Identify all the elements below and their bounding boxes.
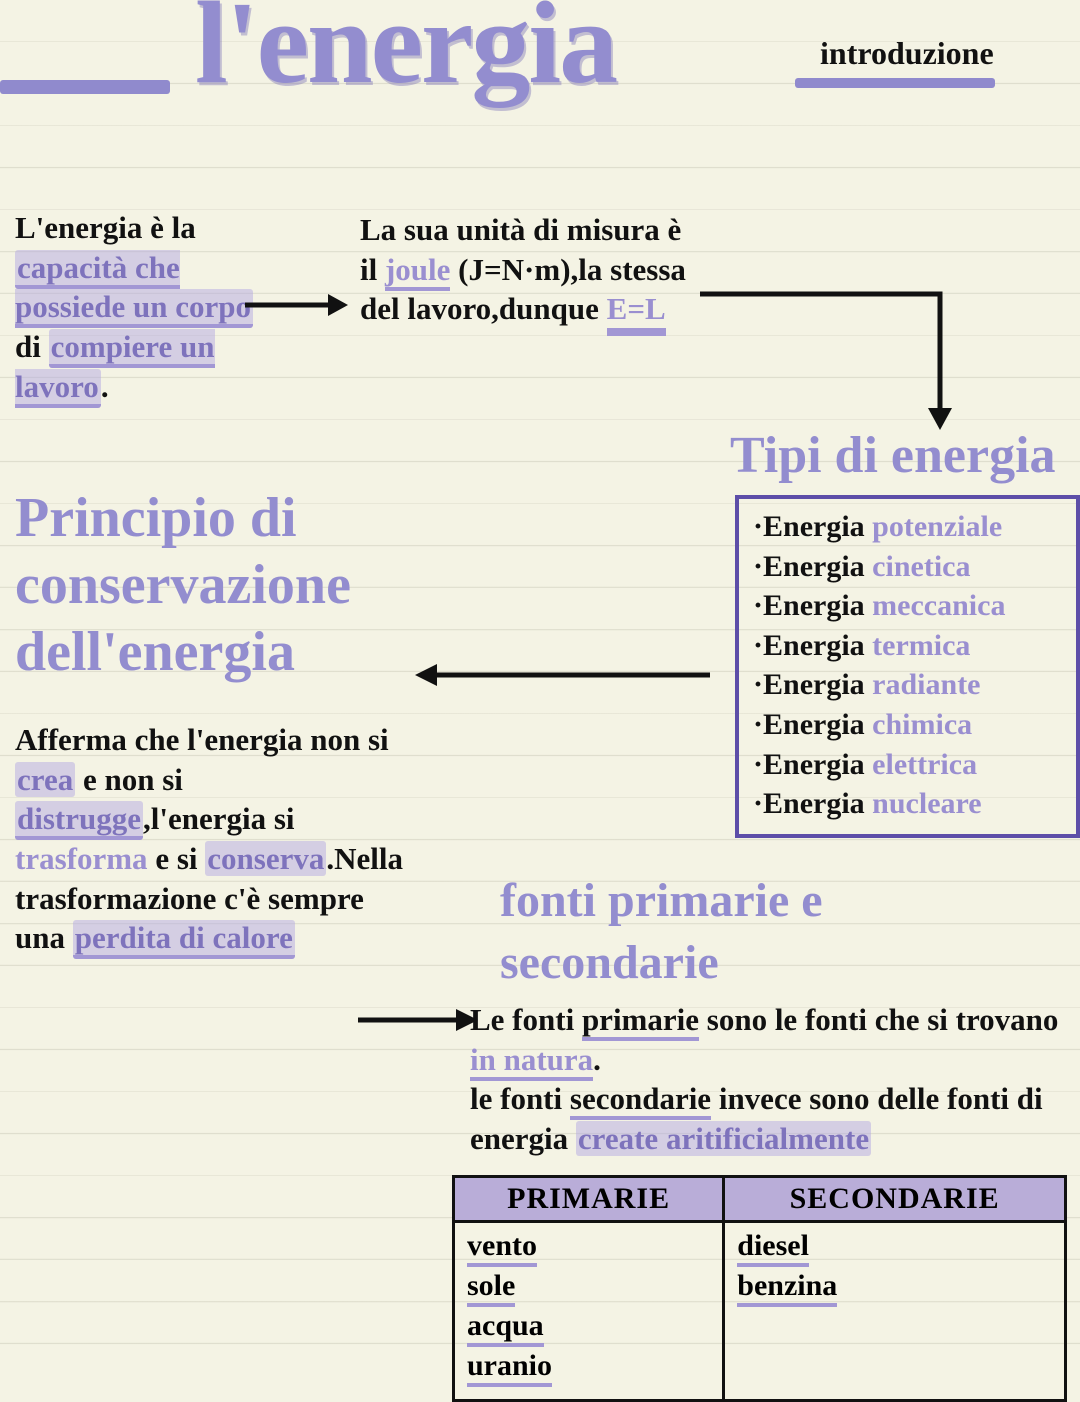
arrow-conservation-to-sources xyxy=(350,1000,480,1040)
type-row: ·Energia potenziale xyxy=(753,507,1062,547)
def-pre: L'energia è la xyxy=(15,210,196,245)
hl-trasforma: trasforma xyxy=(15,841,148,876)
hl-crea: crea xyxy=(15,762,75,797)
def-hl1: capacità che possiede un corpo xyxy=(15,250,253,329)
conservation-heading: Principio di conservazione dell'energia xyxy=(15,485,415,687)
type-row: ·Energia nucleare xyxy=(753,784,1062,824)
hl-create: create aritificialmente xyxy=(576,1121,871,1156)
conservation-heading-l1: Principio di xyxy=(15,485,415,552)
type-row: ·Energia radiante xyxy=(753,665,1062,705)
page-title: l'energia xyxy=(195,0,616,111)
sources-text: Le fonti primarie sono le fonti che si t… xyxy=(470,1000,1080,1159)
header-rule-right xyxy=(795,78,995,88)
col-primarie: PRIMARIE xyxy=(454,1177,724,1222)
unit-joule: joule xyxy=(385,252,450,291)
arrow-unit-to-types xyxy=(690,282,990,442)
col-secondarie: SECONDARIE xyxy=(724,1177,1066,1222)
conservation-heading-l3: dell'energia xyxy=(15,619,415,686)
conservation-heading-l2: conservazione xyxy=(15,552,415,619)
def-post: . xyxy=(101,369,109,404)
sources-heading-l1: fonti primarie e xyxy=(500,870,823,932)
hl-distrugge: distrugge xyxy=(15,801,143,840)
table-data-row: vento sole acqua uranio diesel benzina xyxy=(454,1222,1066,1401)
hl-innatura: in natura xyxy=(470,1042,593,1081)
arrow-def-to-unit xyxy=(240,280,350,330)
conservation-text: Afferma che l'energia non si crea e non … xyxy=(15,720,415,958)
type-row: ·Energia termica xyxy=(753,626,1062,666)
types-heading: Tipi di energia xyxy=(730,425,1056,487)
sources-table: PRIMARIE SECONDARIE vento sole acqua ura… xyxy=(452,1175,1067,1402)
arrow-types-to-conservation xyxy=(410,655,720,695)
type-row: ·Energia chimica xyxy=(753,705,1062,745)
header-rule-left xyxy=(0,80,170,94)
hl-conserva: conserva xyxy=(205,841,326,876)
def-mid: di xyxy=(15,329,49,364)
cell-primarie: vento sole acqua uranio xyxy=(454,1222,724,1401)
ul-primarie: primarie xyxy=(582,1002,699,1041)
type-row: ·Energia elettrica xyxy=(753,745,1062,785)
sources-heading-l2: secondarie xyxy=(500,932,823,994)
hl-perdita: perdita di calore xyxy=(73,920,295,959)
sources-heading: fonti primarie e secondarie xyxy=(500,870,823,995)
subtitle-label: introduzione xyxy=(820,35,994,72)
type-row: ·Energia meccanica xyxy=(753,586,1062,626)
ul-secondarie: secondarie xyxy=(570,1081,711,1120)
cell-secondarie: diesel benzina xyxy=(724,1222,1066,1401)
types-box: ·Energia potenziale ·Energia cinetica ·E… xyxy=(735,495,1080,838)
unit-formula: E=L xyxy=(607,291,666,331)
type-row: ·Energia cinetica xyxy=(753,547,1062,587)
unit-text: La sua unità di misura è il joule (J=N·m… xyxy=(360,210,690,329)
table-header-row: PRIMARIE SECONDARIE xyxy=(454,1177,1066,1222)
